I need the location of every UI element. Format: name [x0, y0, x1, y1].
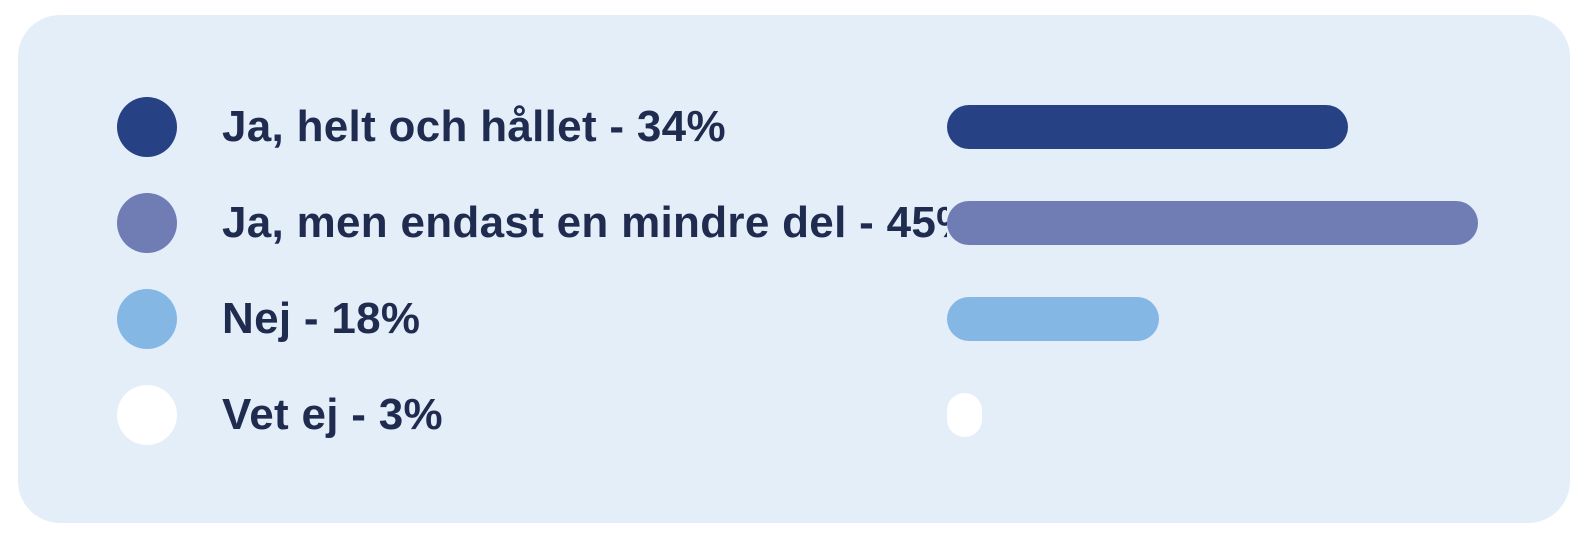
chart-row: Nej - 18%: [18, 271, 1570, 367]
bar-track: [947, 393, 1478, 437]
legend-label: Ja, helt och hållet - 34%: [222, 102, 726, 151]
chart-row: Ja, helt och hållet - 34%: [18, 79, 1570, 175]
bar-track: [947, 297, 1478, 341]
legend-dot: [117, 97, 177, 157]
bar-track: [947, 105, 1478, 149]
legend-dot: [117, 289, 177, 349]
bar: [947, 105, 1349, 149]
chart-row: Ja, men endast en mindre del - 45%: [18, 175, 1570, 271]
bar: [947, 393, 983, 437]
bar-track: [947, 201, 1478, 245]
legend-dot: [117, 385, 177, 445]
bar: [947, 201, 1478, 245]
legend-label: Ja, men endast en mindre del - 45%: [222, 198, 947, 247]
legend-dot: [117, 193, 177, 253]
legend-label: Nej - 18%: [222, 294, 421, 343]
bar: [947, 297, 1160, 341]
chart-row: Vet ej - 3%: [18, 367, 1570, 463]
survey-results-card: Ja, helt och hållet - 34% Ja, men endast…: [18, 15, 1570, 523]
legend-label: Vet ej - 3%: [222, 390, 443, 439]
